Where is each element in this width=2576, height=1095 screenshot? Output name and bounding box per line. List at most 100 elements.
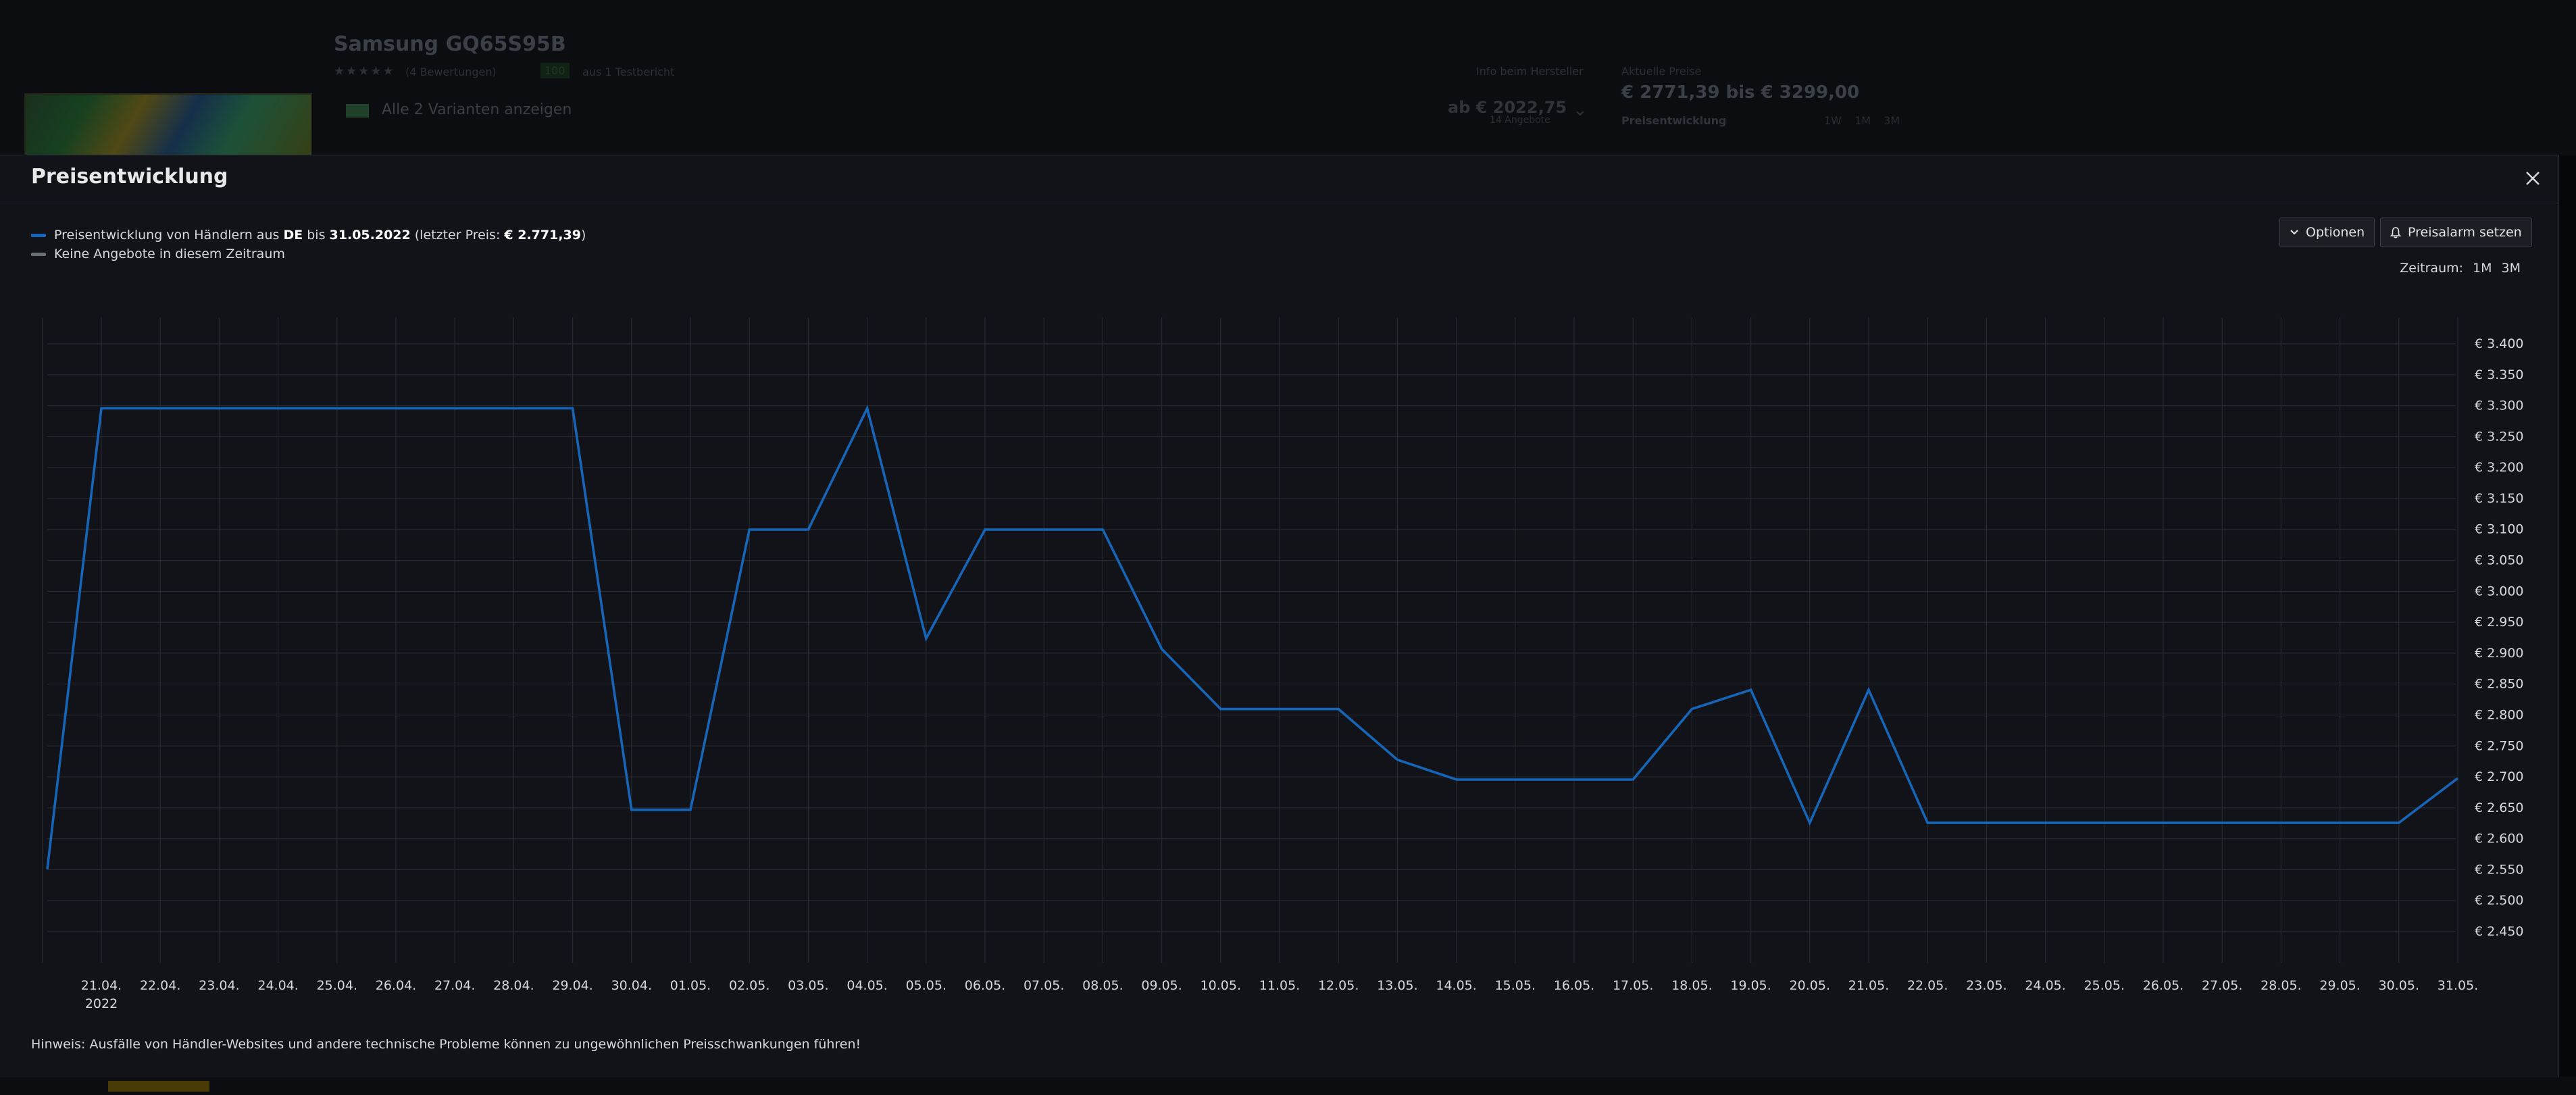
x-tick-label: 16.05.	[1554, 978, 1594, 993]
offers-count: 14 Angebote	[1490, 115, 1550, 126]
x-tick-label: 30.05.	[2379, 978, 2419, 993]
x-tick-label: 30.04.	[611, 978, 652, 993]
test-score-label: aus 1 Testbericht	[582, 66, 675, 78]
x-tick-label: 22.05.	[1907, 978, 1948, 993]
options-label: Optionen	[2306, 225, 2365, 240]
bell-icon	[2390, 226, 2401, 238]
x-tick-label: 05.05.	[906, 978, 946, 993]
y-tick-label: € 3.000	[2475, 584, 2524, 599]
y-tick-label: € 2.750	[2475, 738, 2524, 753]
x-tick-label: 03.05.	[788, 978, 828, 993]
y-tick-label: € 2.800	[2475, 707, 2524, 722]
x-tick-label: 23.05.	[1966, 978, 2006, 993]
x-tick-label: 09.05.	[1141, 978, 1182, 993]
x-year-label: 2022	[85, 996, 118, 1011]
x-tick-label: 18.05.	[1671, 978, 1712, 993]
product-thumbnail	[24, 93, 312, 158]
x-tick-label: 10.05.	[1201, 978, 1241, 993]
y-tick-label: € 2.650	[2475, 800, 2524, 815]
x-tick-label: 07.05.	[1024, 978, 1064, 993]
time-range-selector: Zeitraum: 1M 3M	[2400, 261, 2521, 276]
price-from: ab € 2022,75	[1448, 98, 1567, 117]
x-tick-label: 17.05.	[1613, 978, 1653, 993]
rating-count: (4 Bewertungen)	[405, 66, 497, 78]
hint-text: Hinweis: Ausfälle von Händler-Websites u…	[31, 1037, 861, 1052]
chevron-down-icon: ⌄	[1573, 100, 1588, 120]
legend-swatch-no-offers	[31, 252, 46, 256]
x-tick-label: 24.04.	[257, 978, 298, 993]
y-tick-label: € 2.450	[2475, 924, 2524, 939]
x-tick-label: 25.04.	[317, 978, 357, 993]
range-option-3m[interactable]: 3M	[2501, 261, 2521, 276]
x-tick-label: 11.05.	[1259, 978, 1300, 993]
x-tick-label: 01.05.	[670, 978, 711, 993]
y-tick-label: € 2.850	[2475, 677, 2524, 692]
legend-item-price-series[interactable]: Preisentwicklung von Händlern aus DE bis…	[31, 226, 586, 245]
y-tick-label: € 2.950	[2475, 615, 2524, 630]
x-tick-label: 15.05.	[1495, 978, 1536, 993]
y-tick-label: € 2.900	[2475, 646, 2524, 661]
chart-legend: Preisentwicklung von Händlern aus DE bis…	[31, 226, 586, 263]
variants-link: Alle 2 Varianten anzeigen	[382, 101, 572, 118]
x-tick-label: 26.05.	[2143, 978, 2183, 993]
modal-title: Preisentwicklung	[31, 165, 228, 188]
background-badge	[108, 1081, 209, 1092]
x-tick-label: 02.05.	[729, 978, 769, 993]
background-page-bottom	[0, 1077, 2576, 1095]
variants-thumbnail-icon	[346, 104, 369, 118]
y-tick-label: € 3.300	[2475, 399, 2524, 413]
price-series-line	[46, 405, 2459, 870]
y-tick-label: € 3.050	[2475, 553, 2524, 568]
x-tick-label: 22.04.	[140, 978, 180, 993]
price-history-modal: Preisentwicklung Preisentwicklung von Hä…	[0, 155, 2559, 1077]
options-button[interactable]: Optionen	[2279, 218, 2375, 247]
x-tick-label: 29.05.	[2319, 978, 2360, 993]
x-tick-label: 25.05.	[2084, 978, 2125, 993]
x-tick-label: 26.04.	[376, 978, 416, 993]
y-tick-label: € 3.350	[2475, 367, 2524, 382]
chevron-down-icon	[2290, 229, 2299, 236]
x-tick-label: 27.04.	[434, 978, 475, 993]
close-button[interactable]	[2519, 165, 2546, 192]
y-tick-label: € 3.100	[2475, 522, 2524, 537]
time-range-label: Zeitraum:	[2400, 261, 2464, 276]
x-tick-label: 21.04.	[81, 978, 122, 993]
x-tick-label: 14.05.	[1436, 978, 1476, 993]
x-tick-label: 24.05.	[2025, 978, 2065, 993]
y-tick-label: € 3.400	[2475, 336, 2524, 351]
x-tick-label: 28.04.	[493, 978, 534, 993]
price-trend-ranges: 1W 1M 3M	[1824, 114, 1900, 127]
close-icon	[2526, 172, 2540, 185]
legend-item-no-offers[interactable]: Keine Angebote in diesem Zeitraum	[31, 245, 586, 263]
manufacturer-info-link: Info beim Hersteller	[1476, 65, 1584, 78]
price-alarm-button[interactable]: Preisalarm setzen	[2380, 218, 2532, 247]
price-chart[interactable]: € 3.400 € 3.350 € 3.300 € 3.250 € 3.200 € 3.1…	[0, 155, 2558, 1077]
y-tick-label: € 3.250	[2475, 429, 2524, 444]
modal-header: Preisentwicklung	[0, 155, 2558, 203]
current-prices-label: Aktuelle Preise	[1621, 65, 1702, 78]
y-tick-label: € 2.600	[2475, 832, 2524, 846]
x-tick-label: 08.05.	[1082, 978, 1123, 993]
y-tick-label: € 2.550	[2475, 862, 2524, 877]
x-tick-label: 29.04.	[552, 978, 592, 993]
x-tick-label: 31.05.	[2438, 978, 2478, 993]
range-option-1m[interactable]: 1M	[2473, 261, 2492, 276]
legend-series-label: Preisentwicklung von Händlern aus DE bis…	[54, 228, 586, 243]
x-tick-label: 28.05.	[2261, 978, 2301, 993]
x-tick-label: 13.05.	[1377, 978, 1417, 993]
x-tick-label: 06.05.	[965, 978, 1005, 993]
x-tick-label: 21.05.	[1848, 978, 1889, 993]
product-title: Samsung GQ65S95B	[334, 32, 566, 56]
x-tick-label: 27.05.	[2202, 978, 2242, 993]
y-tick-label: € 2.700	[2475, 769, 2524, 784]
price-alarm-label: Preisalarm setzen	[2408, 225, 2522, 240]
background-product-header	[0, 0, 2576, 155]
x-tick-label: 23.04.	[199, 978, 239, 993]
y-tick-label: € 3.150	[2475, 491, 2524, 506]
x-tick-label: 19.05.	[1730, 978, 1771, 993]
x-tick-label: 12.05.	[1318, 978, 1359, 993]
rating-stars: ★★★★★	[334, 64, 395, 78]
x-tick-label: 20.05.	[1790, 978, 1830, 993]
legend-no-offers-label: Keine Angebote in diesem Zeitraum	[54, 247, 285, 261]
price-trend-label: Preisentwicklung	[1621, 114, 1727, 127]
